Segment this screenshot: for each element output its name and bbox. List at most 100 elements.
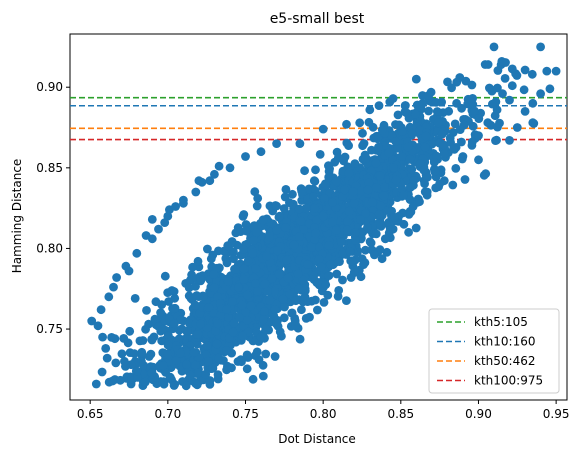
scatter-point	[212, 339, 222, 349]
scatter-point	[259, 315, 268, 325]
scatter-point	[229, 254, 239, 264]
scatter-point	[234, 313, 244, 322]
scatter-point	[449, 144, 458, 153]
scatter-point	[237, 300, 247, 310]
scatter-point	[467, 80, 477, 90]
scatter-point	[203, 244, 212, 254]
scatter-point	[467, 137, 477, 147]
scatter-point	[324, 172, 334, 182]
scatter-point	[213, 370, 223, 380]
scatter-point	[252, 347, 262, 357]
scatter-point	[193, 256, 203, 266]
scatter-point	[359, 139, 369, 148]
scatter-point	[279, 204, 289, 213]
scatter-point	[239, 210, 249, 219]
scatter-point	[115, 375, 125, 385]
scatter-point	[300, 286, 310, 296]
scatter-point	[431, 98, 441, 107]
scatter-point	[161, 368, 171, 377]
scatter-point	[389, 213, 399, 222]
scatter-point	[93, 321, 103, 331]
scatter-point	[321, 280, 331, 290]
scatter-point	[343, 216, 353, 226]
scatter-point	[258, 215, 268, 225]
scatter-point	[214, 353, 223, 363]
chart-title: e5-small best	[270, 11, 365, 27]
scatter-point	[377, 125, 387, 135]
scatter-point	[186, 275, 195, 285]
scatter-point	[474, 131, 483, 141]
scatter-point	[380, 234, 390, 244]
scatter-point	[132, 366, 142, 376]
scatter-point	[399, 219, 409, 229]
scatter-point	[260, 279, 270, 289]
scatter-point	[243, 256, 253, 266]
scatter-point	[163, 349, 173, 359]
x-axis-label: Dot Distance	[278, 432, 356, 446]
scatter-point	[505, 95, 514, 105]
scatter-point	[253, 286, 262, 296]
scatter-point	[111, 358, 121, 368]
scatter-point	[301, 203, 311, 213]
scatter-point	[202, 341, 212, 350]
scatter-point	[163, 340, 173, 350]
scatter-point	[309, 271, 318, 281]
scatter-point	[311, 295, 320, 305]
scatter-point	[258, 360, 268, 370]
scatter-point	[405, 154, 415, 164]
scatter-point	[348, 187, 358, 197]
scatter-point	[303, 260, 313, 269]
scatter-point	[320, 179, 330, 189]
scatter-point	[158, 378, 168, 388]
scatter-point	[261, 324, 271, 334]
scatter-point	[270, 352, 280, 361]
scatter-point	[311, 228, 321, 238]
scatter-point	[312, 215, 322, 225]
scatter-point	[371, 183, 381, 193]
scatter-point	[339, 156, 348, 166]
scatter-point	[430, 166, 440, 176]
scatter-point	[142, 306, 151, 315]
scatter-point	[272, 201, 281, 211]
scatter-point	[452, 98, 461, 108]
scatter-point	[158, 361, 168, 371]
scatter-point	[297, 305, 306, 315]
scatter-point	[493, 83, 502, 93]
scatter-point	[318, 124, 328, 134]
scatter-point	[201, 350, 211, 359]
scatter-point	[376, 171, 385, 181]
scatter-point	[495, 118, 504, 128]
scatter-point	[121, 261, 131, 271]
scatter-point	[101, 344, 111, 353]
scatter-point	[364, 117, 374, 127]
scatter-point	[147, 368, 157, 378]
scatter-point	[397, 127, 407, 136]
scatter-point	[328, 197, 337, 207]
scatter-point	[460, 175, 470, 184]
scatter-point	[189, 348, 199, 357]
scatter-point	[262, 251, 271, 261]
scatter-point	[519, 85, 529, 95]
scatter-point	[242, 350, 252, 360]
scatter-point	[290, 316, 300, 326]
scatter-point	[154, 224, 163, 234]
scatter-point	[132, 248, 142, 258]
y-tick-label: 0.90	[36, 80, 63, 94]
scatter-point	[429, 158, 439, 167]
scatter-point	[250, 187, 260, 197]
scatter-point	[340, 185, 349, 195]
scatter-point	[182, 360, 191, 369]
y-tick-label: 0.75	[36, 322, 63, 336]
scatter-point	[191, 187, 201, 197]
scatter-point	[344, 206, 354, 216]
scatter-point	[455, 73, 465, 82]
scatter-point	[393, 110, 403, 120]
scatter-point	[203, 356, 213, 366]
scatter-point	[407, 129, 417, 139]
scatter-point	[344, 141, 353, 151]
scatter-point	[432, 107, 442, 116]
scatter-point	[210, 169, 219, 179]
scatter-point	[332, 269, 342, 279]
scatter-point	[249, 236, 259, 245]
scatter-point	[270, 305, 280, 314]
